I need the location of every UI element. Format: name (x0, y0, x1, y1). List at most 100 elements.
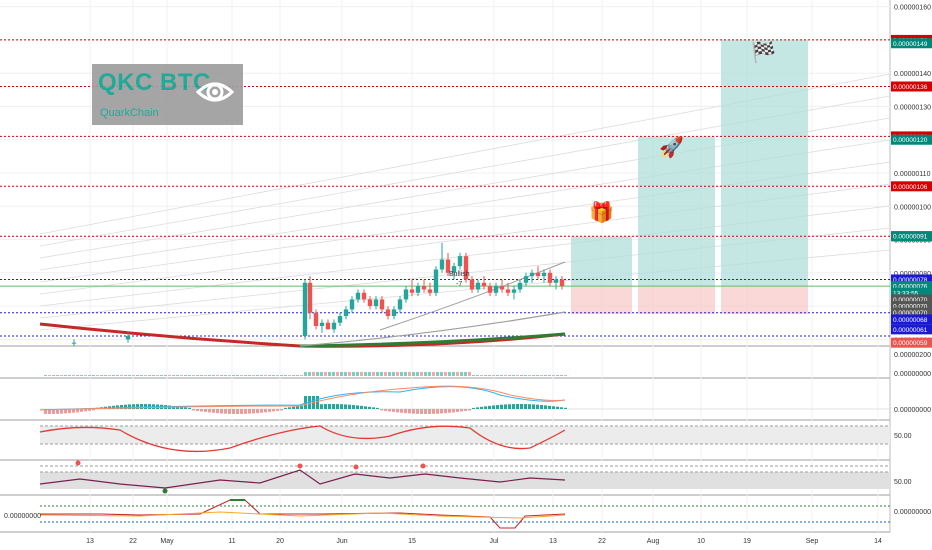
macd-histogram-bar (468, 409, 471, 411)
target-zone-red (571, 286, 632, 315)
candle-body (397, 299, 403, 310)
macd-histogram-bar (64, 409, 67, 414)
candle-body (439, 259, 445, 270)
volume-bar (556, 375, 559, 376)
volume-bar (468, 372, 471, 376)
volume-bar (272, 375, 275, 376)
volume-bar (44, 375, 47, 376)
volume-bar (456, 372, 459, 376)
volume-bar (144, 375, 147, 376)
volume-bar (284, 375, 287, 376)
x-tick-label: 14 (874, 538, 882, 545)
volume-bar (228, 375, 231, 376)
candle-body (385, 309, 391, 317)
volume-bar (196, 375, 199, 376)
volume-bar (416, 372, 419, 376)
volume-bar (408, 372, 411, 376)
flag-icon: 🏁 (751, 42, 776, 64)
macd-histogram-bar (120, 404, 123, 409)
volume-bar (368, 372, 371, 376)
macd-histogram-bar (240, 409, 243, 414)
macd-histogram-bar (388, 409, 391, 412)
volume-bar (124, 375, 127, 376)
x-tick-label: Jul (490, 538, 499, 545)
macd-histogram-bar (368, 406, 371, 409)
candle-body (559, 279, 565, 287)
moving-average-gray (299, 311, 566, 347)
candle-body (463, 256, 469, 280)
candle (481, 276, 487, 290)
macd-histogram-bar (304, 396, 307, 409)
volume-bar (240, 375, 243, 376)
candle-body (302, 282, 308, 337)
volume-bar (544, 375, 547, 376)
volume-bar (564, 375, 567, 376)
stoch-line (39, 469, 566, 489)
volume-bar (72, 375, 75, 376)
macd-histogram-bar (68, 409, 71, 414)
macd-histogram-bar (288, 407, 291, 409)
candle (409, 279, 415, 297)
macd-histogram-bar (492, 405, 495, 409)
macd-histogram-bar (200, 409, 203, 412)
stoch-tick: 50.00 (894, 479, 912, 486)
macd-histogram-bar (336, 404, 339, 409)
price-tag (891, 281, 932, 292)
moving-average-red (39, 322, 566, 348)
macd-histogram-bar (332, 404, 335, 409)
candle (433, 266, 439, 297)
price-tag-label: 0.00000091 (893, 234, 928, 241)
volume-bar (224, 375, 227, 376)
volume-bar (436, 372, 439, 376)
volume-bar (180, 375, 183, 376)
candle (343, 306, 349, 320)
volume-bar (308, 372, 311, 376)
macd-histogram-bar (276, 409, 279, 411)
candle (355, 289, 361, 303)
macd-histogram-bar (116, 405, 119, 409)
candle-body (433, 269, 439, 293)
macd-histogram-bar (364, 406, 367, 409)
rsi-band (40, 426, 890, 444)
candle-body (409, 289, 415, 293)
volume-bar (176, 375, 179, 376)
candle-body (331, 322, 337, 330)
volume-bar (292, 375, 295, 376)
volume-bar (140, 375, 143, 376)
volume-bar (452, 372, 455, 376)
macd-histogram-bar (412, 409, 415, 414)
candle (403, 286, 409, 303)
volume-bar (128, 375, 131, 376)
volume-bar (508, 375, 511, 376)
macd-histogram-bar (244, 409, 247, 414)
candle (541, 269, 547, 283)
volume-bar (320, 372, 323, 376)
price-tag-label: 0.00000059 (893, 340, 928, 347)
volume-bar (204, 375, 207, 376)
candle (547, 269, 553, 287)
candle-body (475, 282, 481, 290)
macd-histogram-bar (260, 409, 263, 413)
candle-body (451, 266, 457, 273)
price-tag (891, 287, 932, 298)
macd-histogram-bar (252, 409, 255, 414)
candle-body (547, 272, 553, 283)
price-tag-label: 0.00000120 (893, 137, 928, 144)
volume-bar (164, 375, 167, 376)
volume-bar (344, 372, 347, 376)
macd-histogram-bar (124, 404, 127, 409)
volume-bar (324, 372, 327, 376)
volume-bar (316, 372, 319, 376)
target-zone-red (638, 286, 715, 315)
candle-body (403, 289, 409, 300)
macd-histogram-bar (404, 409, 407, 414)
macd-histogram-bar (144, 404, 147, 409)
x-tick-label: Sep (806, 538, 819, 545)
candle (71, 339, 77, 346)
x-tick-label: 15 (408, 538, 416, 545)
macd-histogram-bar (500, 404, 503, 409)
candle-body (125, 336, 131, 340)
volume-bar (88, 375, 91, 376)
macd-histogram-bar (272, 409, 275, 412)
